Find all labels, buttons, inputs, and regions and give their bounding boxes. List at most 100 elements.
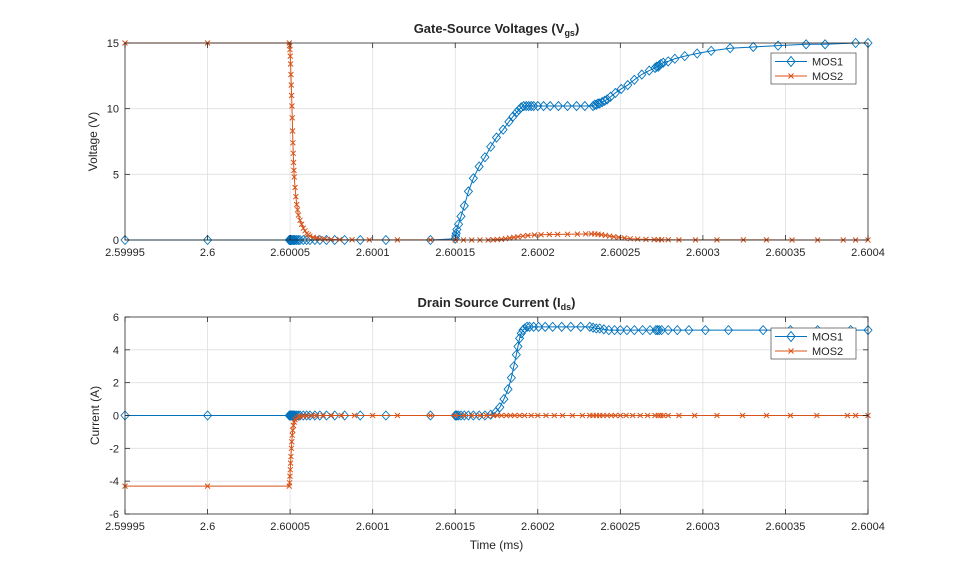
data-point-mos1 (516, 102, 526, 113)
y-tick-label: 0 (113, 411, 119, 423)
data-point-mos1 (615, 324, 625, 336)
data-point-mos2 (521, 412, 528, 419)
data-point-mos2 (643, 236, 649, 243)
data-point-mos2 (660, 412, 667, 419)
data-point-mos2 (691, 412, 698, 419)
data-point-mos2 (328, 236, 335, 243)
data-point-mos2 (290, 159, 297, 166)
data-point-mos2 (290, 422, 297, 429)
x-tick-label: 2.60005 (270, 247, 310, 259)
data-point-mos2 (665, 412, 672, 419)
x-tick-label: 2.6004 (851, 247, 885, 259)
data-point-mos2 (564, 231, 571, 238)
y-tick-label: -4 (109, 476, 119, 488)
data-point-mos2 (546, 231, 553, 238)
data-point-mos2 (714, 412, 720, 419)
data-point-mos2 (291, 167, 297, 174)
x-tick-label: 2.6001 (356, 247, 390, 259)
data-point-mos1 (522, 321, 532, 333)
data-point-mos2 (543, 412, 549, 419)
data-point-mos2 (579, 412, 586, 419)
data-point-mos2 (468, 412, 475, 419)
data-point-mos1 (658, 57, 668, 68)
data-point-mos1 (381, 234, 391, 246)
data-point-mos1 (773, 40, 783, 51)
data-point-mos1 (503, 384, 513, 395)
data-point-mos1 (663, 56, 673, 67)
data-point-mos1 (480, 152, 490, 163)
data-point-mos2 (295, 413, 302, 420)
data-point-mos1 (610, 87, 620, 99)
data-point-mos1 (657, 324, 667, 336)
y-axis-label: Current (A) (88, 386, 102, 445)
data-point-mos1 (545, 100, 555, 112)
data-point-mos1 (652, 61, 662, 72)
legend-box (770, 52, 857, 85)
axis-ticks: 2.59995 2.6 2.60005 2.6001 2.60015 2.6002 2.60… (105, 312, 885, 533)
data-point-mos1 (524, 321, 535, 333)
data-point-mos1 (623, 79, 633, 91)
data-point-mos1 (519, 323, 530, 334)
data-point-mos2 (634, 236, 641, 242)
data-point-mos2 (320, 412, 326, 419)
data-point-mos2 (287, 473, 293, 480)
chart-title: Gate-Source Voltages (Vgs) (414, 21, 580, 38)
data-point-mos2 (551, 412, 558, 419)
data-point-mos2 (520, 233, 526, 239)
x-tick-label: 2.60025 (600, 521, 640, 533)
data-point-mos2 (308, 412, 315, 419)
x-tick-label: 2.60015 (435, 521, 475, 533)
data-point-mos1 (700, 324, 710, 336)
series-group (120, 321, 873, 489)
data-point-mos1 (508, 111, 518, 122)
data-point-mos2 (629, 412, 636, 419)
data-point-mos2 (288, 92, 295, 99)
data-point-mos1 (468, 173, 478, 184)
x-tick-label: 2.6004 (851, 521, 885, 533)
data-point-mos1 (652, 324, 663, 336)
drain-source-current-chart: 2.59995 2.6 2.60005 2.6001 2.60015 2.6002 2.60… (88, 295, 885, 552)
data-point-mos1 (463, 186, 474, 197)
data-point-mos1 (474, 161, 484, 172)
data-point-mos2 (511, 412, 518, 419)
data-point-mos2 (483, 412, 490, 419)
x-tick-label: 2.60035 (766, 521, 806, 533)
data-point-mos1 (456, 410, 466, 421)
data-point-mos2 (313, 412, 320, 419)
legend: MOS1 MOS2 (770, 327, 857, 360)
data-point-mos2 (293, 193, 299, 200)
data-point-mos1 (595, 98, 605, 109)
y-tick-label: -6 (109, 509, 119, 521)
data-point-mos1 (499, 393, 509, 405)
data-point-mos2 (739, 412, 746, 419)
data-point-mos2 (574, 231, 581, 237)
data-point-mos2 (394, 412, 401, 419)
x-tick-label: 2.6003 (686, 521, 720, 533)
legend-item-mos2: MOS2 (775, 346, 843, 358)
y-tick-label: 0 (113, 235, 119, 247)
legend-label-mos1: MOS1 (812, 57, 843, 69)
y-tick-label: 15 (107, 38, 119, 50)
data-point-mos1 (593, 98, 603, 109)
data-point-mos1 (202, 410, 213, 421)
data-point-mos2 (623, 412, 629, 419)
data-point-mos1 (672, 324, 682, 336)
data-point-mos2 (813, 412, 820, 419)
data-point-mos1 (723, 324, 734, 336)
data-point-mos1 (576, 321, 586, 333)
data-point-mos2 (303, 412, 310, 419)
data-point-mos2 (290, 150, 297, 157)
data-point-mos2 (644, 412, 651, 419)
data-point-mos2 (290, 139, 296, 146)
data-point-mos1 (513, 341, 523, 352)
data-point-mos1 (495, 402, 505, 413)
data-point-mos1 (638, 324, 648, 336)
x-tick-label: 2.60035 (766, 247, 806, 259)
x-tick-label: 2.60015 (435, 247, 475, 259)
y-tick-label: 2 (113, 378, 119, 390)
data-point-mos1 (557, 321, 567, 333)
data-point-mos1 (456, 211, 466, 222)
data-point-mos1 (725, 43, 735, 54)
x-tick-label: 2.60025 (600, 247, 640, 259)
legend-x-marker (788, 348, 794, 354)
